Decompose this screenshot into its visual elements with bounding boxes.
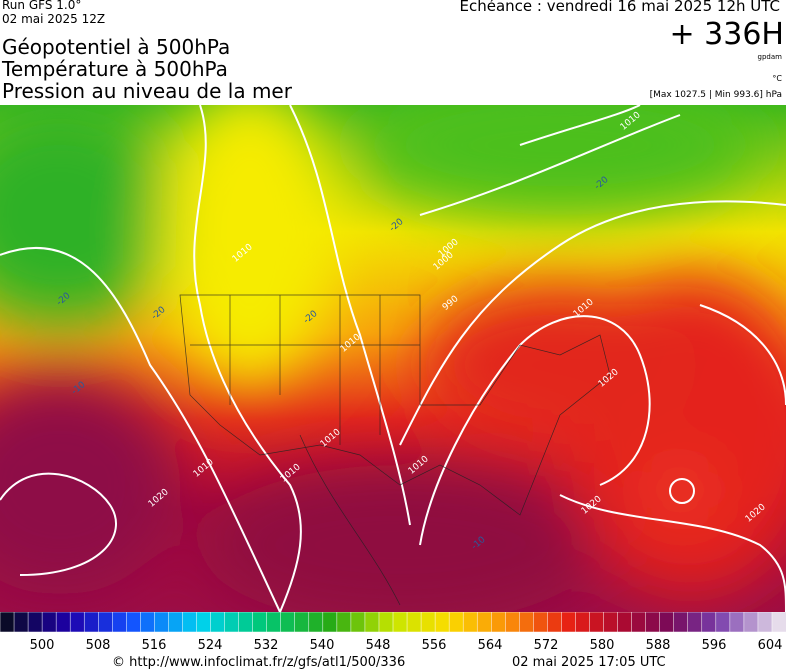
legend-tick-label: 516 bbox=[142, 638, 167, 652]
color-swatch bbox=[392, 612, 408, 633]
forecast: Echéance : vendredi 16 mai 2025 12h UTC bbox=[459, 0, 780, 15]
legend-tick-label: 572 bbox=[534, 638, 559, 652]
color-swatch bbox=[364, 612, 380, 633]
color-swatch bbox=[701, 612, 717, 633]
run: Run GFS 1.0° bbox=[2, 0, 82, 12]
color-scale: 500 508 516 524 532 540 548 556 564 572 580 588 596 6… bbox=[0, 612, 786, 652]
color-swatch bbox=[519, 612, 535, 633]
legend-tick-label: 508 bbox=[86, 638, 111, 652]
color-swatch bbox=[589, 612, 605, 633]
color-swatch bbox=[55, 612, 71, 633]
color-swatch bbox=[617, 612, 633, 633]
color-swatch bbox=[673, 612, 689, 633]
legend-tick-label: 532 bbox=[254, 638, 279, 652]
color-swatch bbox=[687, 612, 703, 633]
run-date: 02 mai 2025 12Z bbox=[2, 12, 106, 26]
color-swatch bbox=[140, 612, 156, 633]
legend-tick-label: 524 bbox=[198, 638, 223, 652]
color-swatch bbox=[154, 612, 170, 633]
color-swatch bbox=[98, 612, 114, 633]
color-swatch bbox=[280, 612, 296, 633]
title-1: Géopotentiel à 500hPa bbox=[2, 35, 231, 59]
legend-tick-label: 556 bbox=[422, 638, 447, 652]
color-swatch bbox=[83, 612, 100, 633]
color-swatch bbox=[294, 612, 310, 633]
color-swatch bbox=[533, 612, 549, 633]
color-swatch bbox=[743, 612, 759, 633]
color-swatch bbox=[27, 612, 43, 633]
color-swatch bbox=[476, 612, 493, 633]
legend-tick-label: 580 bbox=[590, 638, 615, 652]
color-swatch bbox=[168, 612, 184, 633]
unit-c: °C bbox=[772, 74, 782, 83]
generated-date: 02 mai 2025 17:05 UTC bbox=[512, 655, 666, 670]
color-swatch bbox=[575, 612, 591, 633]
legend-tick-label: 548 bbox=[366, 638, 391, 652]
extremes: [Max 1027.5 | Min 993.6] hPa bbox=[649, 90, 782, 100]
color-swatch bbox=[462, 612, 478, 633]
color-swatch bbox=[378, 612, 394, 633]
color-swatch bbox=[771, 612, 786, 633]
color-swatch bbox=[322, 612, 338, 633]
legend-tick-label: 500 bbox=[30, 638, 55, 652]
color-swatch bbox=[336, 612, 352, 633]
legend-tick-label: 564 bbox=[478, 638, 503, 652]
color-swatch bbox=[196, 612, 212, 633]
color-swatch bbox=[0, 612, 15, 633]
color-swatch bbox=[547, 612, 563, 633]
color-swatch bbox=[126, 612, 142, 633]
color-swatch bbox=[238, 612, 254, 633]
color-swatch bbox=[308, 612, 324, 633]
source-url: © http://www.infoclimat.fr/z/gfs/atl1/50… bbox=[112, 655, 406, 670]
lead-time: + 336H bbox=[669, 17, 785, 52]
color-swatch bbox=[112, 612, 128, 633]
title-3: Pression au niveau de la mer bbox=[2, 79, 292, 103]
color-swatch bbox=[406, 612, 422, 633]
legend-tick-label: 596 bbox=[702, 638, 727, 652]
color-swatch bbox=[505, 612, 521, 633]
color-swatch bbox=[491, 612, 507, 633]
color-swatch bbox=[434, 612, 450, 633]
color-swatch bbox=[645, 612, 661, 633]
unit-gpdam: gpdam bbox=[757, 53, 782, 61]
color-swatch bbox=[350, 612, 366, 633]
color-swatch bbox=[561, 612, 577, 633]
title-2: Température à 500hPa bbox=[2, 57, 228, 81]
color-swatch bbox=[182, 612, 198, 633]
legend-tick-label: 588 bbox=[646, 638, 671, 652]
color-swatch bbox=[41, 612, 57, 633]
legend-tick-label: 604 bbox=[758, 638, 783, 652]
color-swatch bbox=[210, 612, 226, 633]
color-swatch bbox=[448, 612, 464, 633]
legend-tick-label: 540 bbox=[310, 638, 335, 652]
color-swatch bbox=[420, 612, 436, 633]
color-swatch bbox=[729, 612, 745, 633]
color-swatch bbox=[13, 612, 29, 633]
color-swatch bbox=[69, 612, 85, 633]
color-swatch bbox=[266, 612, 282, 633]
color-swatch bbox=[757, 612, 773, 633]
color-swatch bbox=[715, 612, 731, 633]
color-swatch bbox=[631, 612, 647, 633]
color-swatch bbox=[252, 612, 268, 633]
color-swatch bbox=[224, 612, 240, 633]
color-swatch bbox=[603, 612, 619, 633]
color-swatch bbox=[659, 612, 675, 633]
